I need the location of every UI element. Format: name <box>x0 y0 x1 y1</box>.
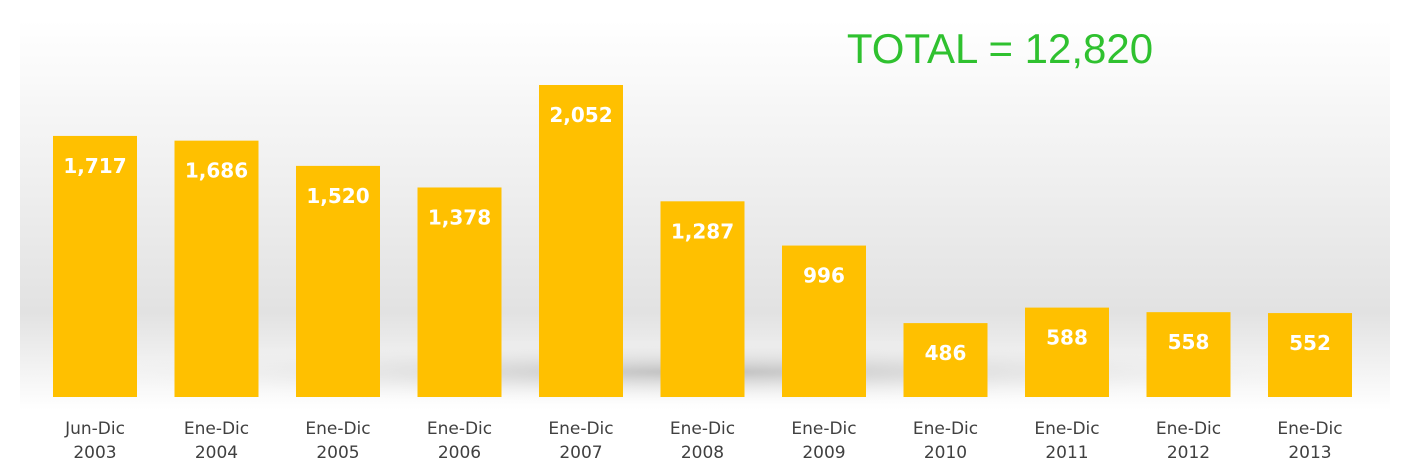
x-tick-label-line: 2006 <box>438 443 481 463</box>
x-tick-label-line: 2003 <box>73 443 116 463</box>
x-tick-label: Ene-Dic 2012 <box>1156 419 1221 463</box>
bar <box>417 187 502 397</box>
x-tick-label-line: 2011 <box>1045 443 1088 463</box>
x-tick-label-line: 2012 <box>1167 443 1210 463</box>
value-label: 1,686 <box>185 159 248 183</box>
chart-title: TOTAL = 12,820 <box>847 25 1153 72</box>
value-label: 588 <box>1046 326 1088 350</box>
x-tick-label-line: 2007 <box>559 443 602 463</box>
x-tick-label: Ene-Dic 2009 <box>791 419 856 463</box>
bar <box>539 85 623 397</box>
x-tick-label-line: 2008 <box>681 443 724 463</box>
bar <box>660 201 745 397</box>
value-label: 2,052 <box>549 103 612 127</box>
x-tick-label-line: Ene-Dic <box>1034 419 1099 439</box>
x-tick-label-line: Ene-Dic <box>305 419 370 439</box>
x-tick-label-line: 2005 <box>316 443 359 463</box>
value-label: 1,520 <box>306 184 369 208</box>
value-label: 486 <box>925 341 967 365</box>
value-label: 1,378 <box>428 205 491 229</box>
x-tick-label: Ene-Dic 2006 <box>427 419 492 463</box>
value-label: 552 <box>1289 331 1331 355</box>
x-tick-label: Ene-Dic 2007 <box>548 419 613 463</box>
x-tick-label: Ene-Dic 2008 <box>670 419 735 463</box>
x-tick-label: Ene-Dic 2013 <box>1277 419 1342 463</box>
x-tick-label: Ene-Dic 2005 <box>305 419 370 463</box>
x-tick-label-line: Jun-Dic <box>64 419 125 439</box>
bar <box>174 140 259 398</box>
x-tick-label-line: 2004 <box>195 443 238 463</box>
bar <box>296 165 380 397</box>
bar <box>1146 312 1231 397</box>
x-tick-label-line: Ene-Dic <box>184 419 249 439</box>
x-tick-label-line: Ene-Dic <box>913 419 978 439</box>
x-tick-label: Ene-Dic 2010 <box>913 419 978 463</box>
x-tick-label: Jun-Dic 2003 <box>64 419 125 463</box>
bar <box>1025 307 1109 397</box>
x-tick-label-line: Ene-Dic <box>1156 419 1221 439</box>
bar <box>903 323 988 397</box>
x-tick-label-line: Ene-Dic <box>548 419 613 439</box>
bar <box>53 135 137 397</box>
x-tick-label-line: Ene-Dic <box>427 419 492 439</box>
x-tick-label: Ene-Dic 2004 <box>184 419 249 463</box>
bar <box>782 245 866 397</box>
value-label: 1,287 <box>671 219 734 243</box>
value-label: 996 <box>803 264 845 288</box>
x-tick-label-line: Ene-Dic <box>791 419 856 439</box>
x-tick-label-line: 2013 <box>1288 443 1331 463</box>
x-tick-label: Ene-Dic 2011 <box>1034 419 1099 463</box>
value-label: 1,717 <box>63 154 126 178</box>
x-tick-label-line: Ene-Dic <box>1277 419 1342 439</box>
x-tick-label-line: Ene-Dic <box>670 419 735 439</box>
x-tick-label-line: 2010 <box>924 443 967 463</box>
bar <box>1268 313 1352 397</box>
value-label: 558 <box>1168 330 1210 354</box>
x-tick-label-line: 2009 <box>802 443 845 463</box>
